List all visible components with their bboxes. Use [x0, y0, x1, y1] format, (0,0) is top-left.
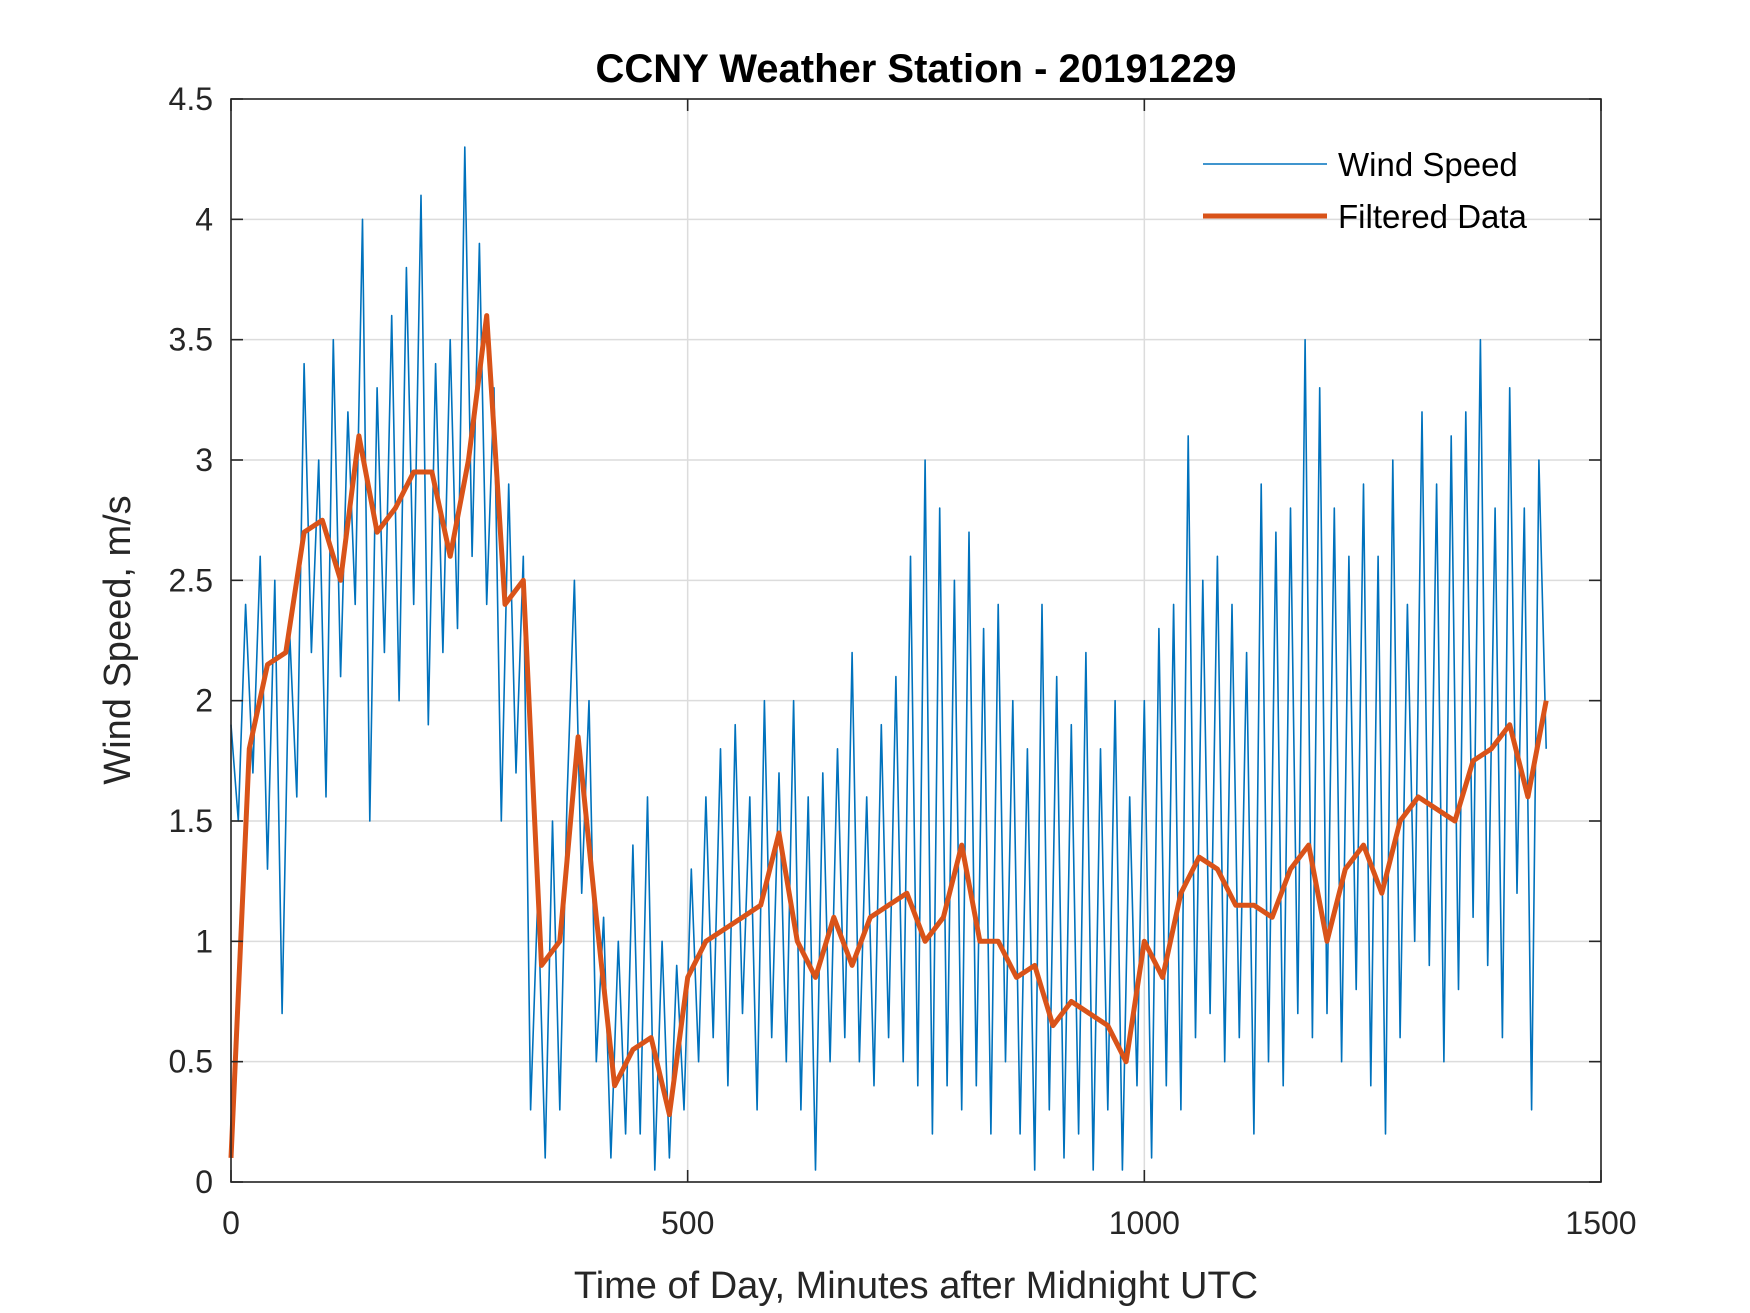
series-line-filtered-data — [228, 313, 1549, 1159]
chart-title: CCNY Weather Station - 20191229 — [596, 47, 1237, 91]
y-tick-label: 0 — [195, 1164, 213, 1200]
y-tick-label: 4.5 — [169, 81, 213, 117]
x-tick-label: 0 — [222, 1205, 240, 1241]
y-tick-label: 3.5 — [169, 322, 213, 358]
ticks: 0 500 1000 1500 0 0.5 1 1.5 2 2.5 3 3.5 4 4.5 — [169, 81, 1637, 1241]
x-tick-label: 1000 — [1109, 1205, 1180, 1241]
y-tick-label: 1 — [195, 923, 213, 959]
legend-label-filtered-data: Filtered Data — [1338, 198, 1528, 235]
x-tick-label: 1500 — [1565, 1205, 1636, 1241]
y-tick-label: 2.5 — [169, 562, 213, 598]
y-tick-label: 3 — [195, 442, 213, 478]
axes-box — [230, 98, 1602, 1183]
y-tick-label: 1.5 — [169, 803, 213, 839]
x-tick-label: 500 — [661, 1205, 714, 1241]
series-lines — [228, 146, 1549, 1171]
series-line-wind-speed — [230, 146, 1547, 1171]
legend: Wind Speed Filtered Data — [1203, 146, 1528, 235]
y-axis-label: Wind Speed, m/s — [97, 495, 139, 784]
legend-label-wind-speed: Wind Speed — [1338, 146, 1518, 183]
y-tick-label: 4 — [195, 201, 213, 237]
y-tick-label: 2 — [195, 683, 213, 719]
y-tick-label: 0.5 — [169, 1044, 213, 1080]
x-axis-label: Time of Day, Minutes after Midnight UTC — [574, 1265, 1258, 1307]
